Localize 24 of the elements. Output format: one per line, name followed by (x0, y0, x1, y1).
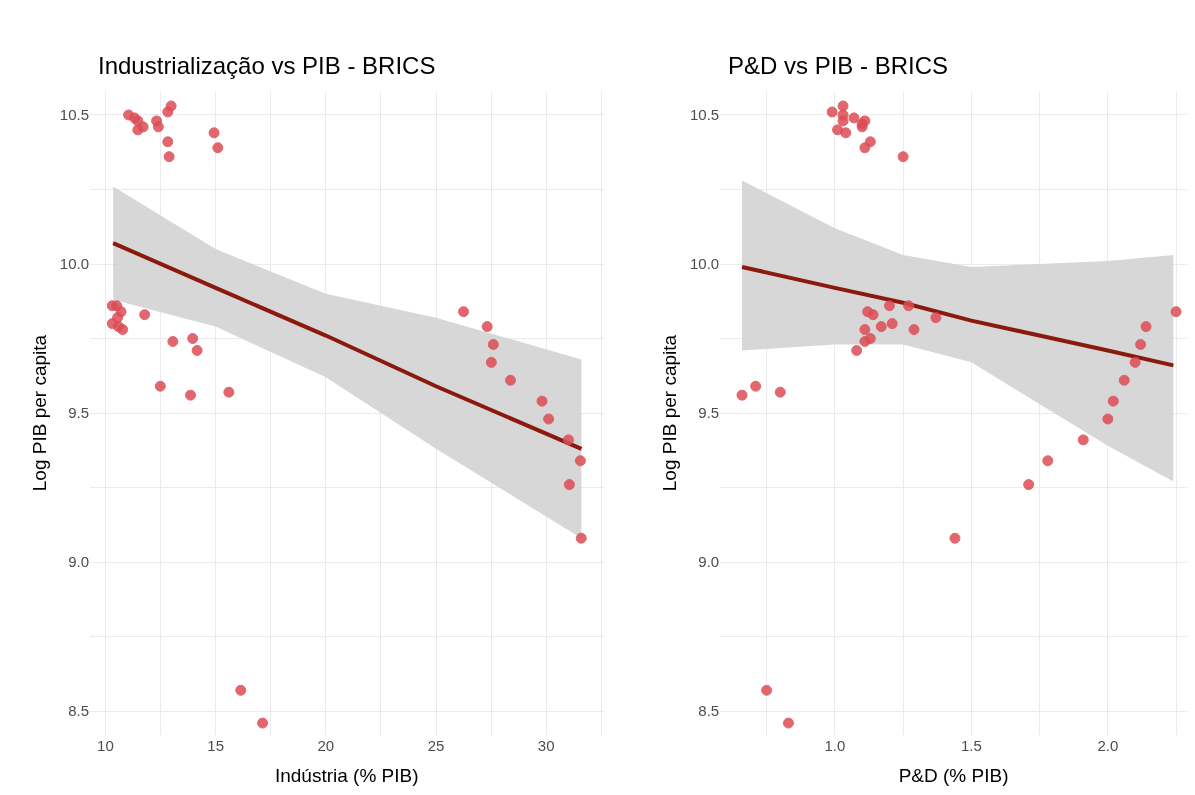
y-axis-title: Log PIB per capita (658, 334, 680, 492)
x-tick-label: 20 (317, 737, 335, 754)
y-tick-label: 8.5 (698, 702, 720, 720)
x-tick-label: 25 (427, 737, 445, 754)
x-tick-label: 1.0 (824, 737, 846, 754)
y-tick-label: 9.0 (68, 553, 90, 571)
y-tick-label: 10.5 (59, 106, 90, 124)
y-tick-label: 10.0 (59, 255, 90, 273)
x-axis-title: Indústria (% PIB) (274, 764, 419, 786)
chart-title: P&D vs PIB - BRICS (728, 52, 949, 79)
x-tick-label: 10 (97, 737, 114, 754)
y-tick-label: 10.5 (690, 106, 720, 124)
y-tick-label: 9.5 (698, 404, 720, 422)
x-tick-label: 15 (207, 737, 224, 754)
x-tick-label: 30 (537, 737, 555, 754)
y-axis-title: Log PIB per capita (28, 334, 50, 492)
chart-title: Industrialização vs PIB - BRICS (98, 52, 436, 79)
x-axis-title: P&D (% PIB) (898, 764, 1009, 786)
x-tick-label: 1.5 (960, 737, 982, 754)
y-tick-label: 8.5 (68, 702, 90, 720)
y-tick-label: 9.5 (68, 404, 90, 422)
y-tick-label: 9.0 (698, 553, 720, 571)
y-tick-label: 10.0 (690, 255, 720, 273)
x-tick-label: 2.0 (1097, 737, 1119, 754)
